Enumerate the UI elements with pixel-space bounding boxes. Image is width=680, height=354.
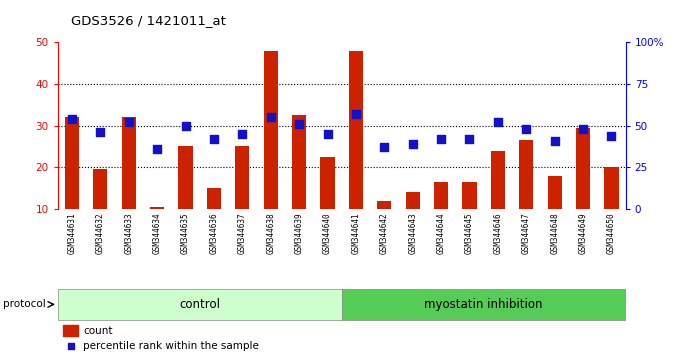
Point (606, 133, 617, 138)
Bar (547, 176, 562, 209)
Bar (342, 289, 626, 320)
Point (464, 136, 475, 142)
Text: count: count (84, 326, 113, 336)
Text: GSM344647: GSM344647 (522, 213, 530, 255)
Point (95, 130, 106, 135)
Text: GSM344636: GSM344636 (209, 213, 218, 255)
Bar (605, 167, 619, 209)
Bar (292, 115, 306, 209)
Text: GSM344642: GSM344642 (380, 213, 389, 255)
Point (123, 120, 134, 125)
Text: GSM344640: GSM344640 (323, 213, 332, 255)
Point (549, 138, 560, 143)
Text: GSM344649: GSM344649 (579, 213, 588, 255)
Text: GSM344643: GSM344643 (408, 213, 417, 255)
Point (67, 116, 78, 122)
Bar (235, 147, 250, 209)
Text: myostatin inhibition: myostatin inhibition (424, 298, 543, 311)
Text: GSM344639: GSM344639 (294, 213, 303, 255)
Bar (93, 169, 107, 209)
Text: GSM344638: GSM344638 (267, 213, 275, 255)
Text: GSM344645: GSM344645 (465, 213, 474, 255)
Point (65, 343, 76, 349)
Bar (462, 182, 477, 209)
Point (209, 136, 220, 142)
Bar (150, 207, 165, 209)
Bar (178, 147, 192, 209)
Text: GSM344632: GSM344632 (96, 213, 105, 255)
Point (294, 121, 305, 127)
Point (577, 126, 588, 132)
Text: GSM344635: GSM344635 (181, 213, 190, 255)
Bar (377, 200, 392, 209)
Point (407, 141, 418, 147)
Point (265, 115, 276, 120)
Text: GSM344644: GSM344644 (437, 213, 445, 255)
Text: GSM344633: GSM344633 (124, 213, 133, 255)
Text: GSM344646: GSM344646 (494, 213, 503, 255)
Bar (63, 325, 78, 336)
Text: GSM344631: GSM344631 (67, 213, 76, 255)
Point (322, 131, 333, 137)
Bar (58, 289, 342, 320)
Point (152, 146, 163, 152)
Bar (65, 118, 79, 209)
Bar (122, 118, 136, 209)
Bar (405, 192, 420, 209)
Bar (320, 157, 335, 209)
Text: protocol: protocol (3, 299, 46, 309)
Text: control: control (180, 298, 220, 311)
Bar (576, 128, 590, 209)
Point (436, 136, 447, 142)
Text: GSM344650: GSM344650 (607, 213, 616, 255)
Point (180, 123, 191, 129)
Text: percentile rank within the sample: percentile rank within the sample (84, 341, 259, 351)
Point (379, 144, 390, 150)
Bar (519, 140, 533, 209)
Text: GSM344641: GSM344641 (352, 213, 360, 255)
Text: GSM344648: GSM344648 (550, 213, 559, 255)
Bar (207, 188, 221, 209)
Text: GSM344634: GSM344634 (153, 213, 162, 255)
Point (237, 131, 248, 137)
Text: GDS3526 / 1421011_at: GDS3526 / 1421011_at (71, 14, 226, 27)
Bar (434, 182, 448, 209)
Point (492, 120, 503, 125)
Bar (491, 151, 505, 209)
Point (350, 111, 361, 117)
Point (521, 126, 532, 132)
Bar (264, 51, 278, 209)
Bar (349, 51, 363, 209)
Text: GSM344637: GSM344637 (238, 213, 247, 255)
